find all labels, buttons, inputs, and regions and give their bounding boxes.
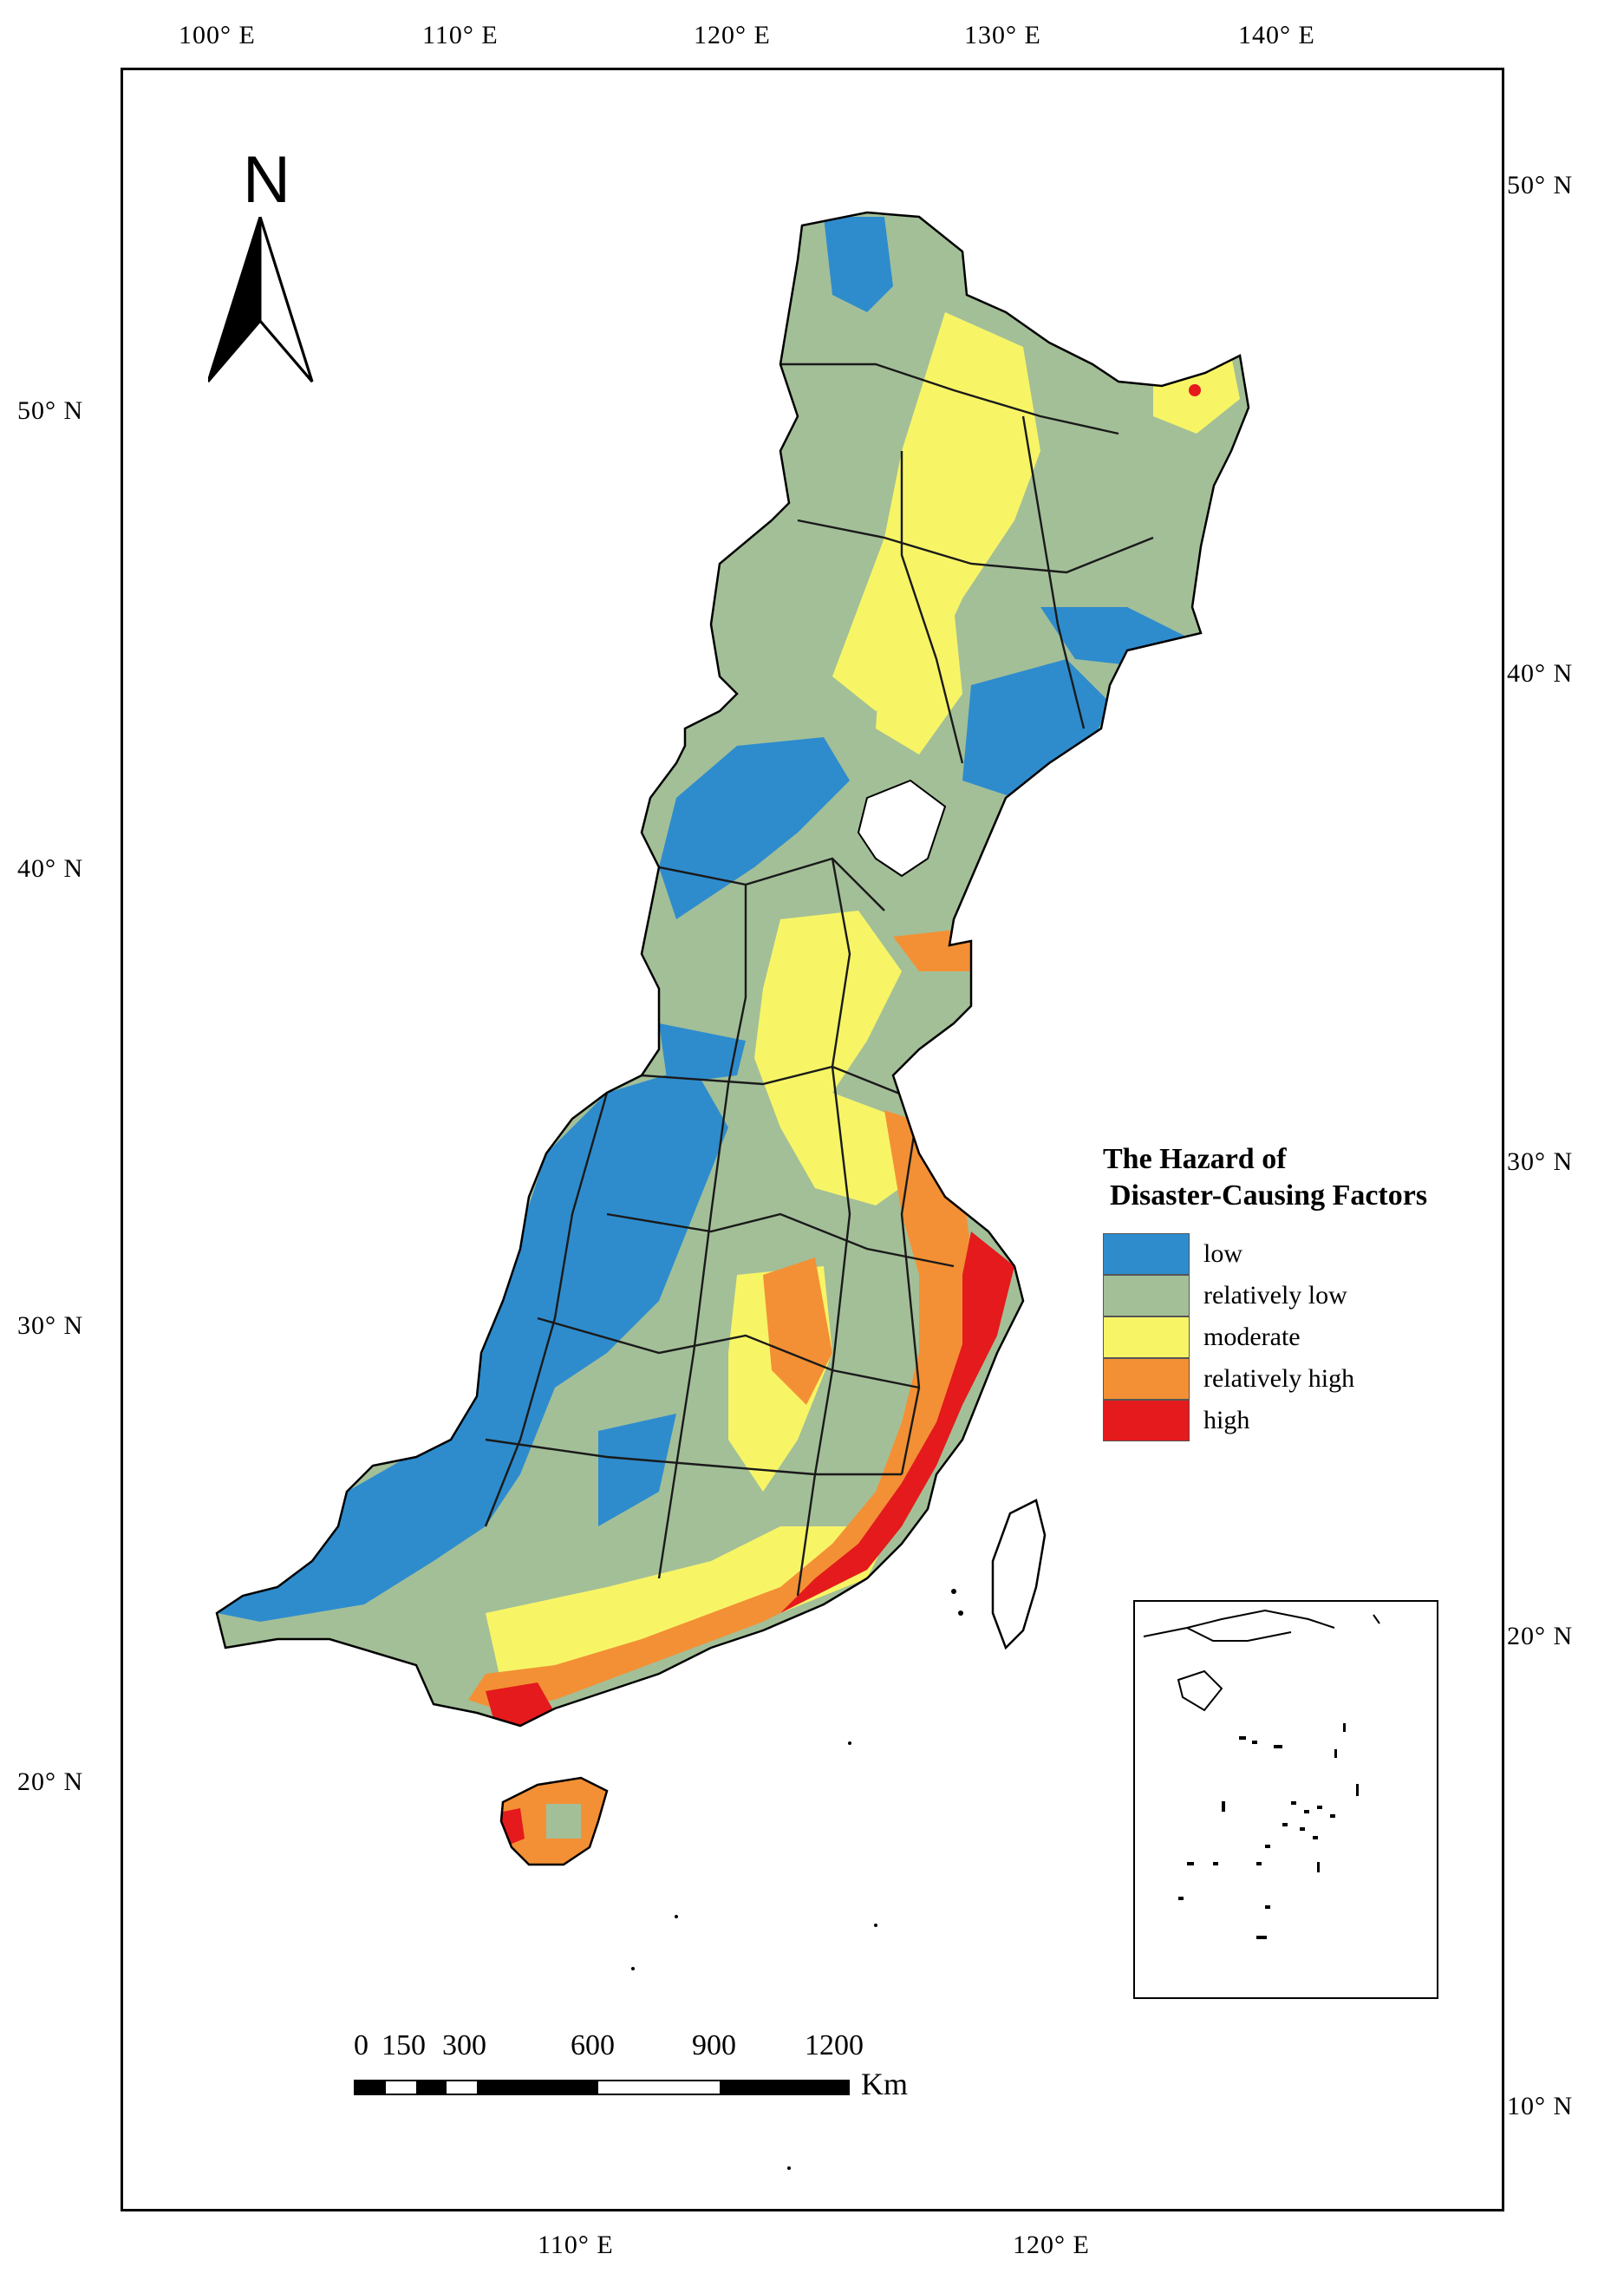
lon-label-bottom-110: 110° E xyxy=(538,2231,614,2259)
legend-swatch xyxy=(1103,1358,1190,1400)
legend-label: relatively high xyxy=(1203,1364,1355,1393)
legend-label: low xyxy=(1203,1239,1242,1268)
lat-label-left-20: 20° N xyxy=(17,1767,84,1796)
lat-label-right-40: 40° N xyxy=(1507,659,1574,688)
lat-label-right-20: 20° N xyxy=(1507,1622,1574,1650)
scale-bar: 0 150 300 600 900 1200 Km xyxy=(354,2029,961,2133)
scale-tick-label: 900 xyxy=(692,2029,736,2061)
legend-item-moderate: moderate xyxy=(1103,1316,1519,1358)
legend-label: relatively low xyxy=(1203,1281,1347,1310)
legend-swatch xyxy=(1103,1233,1190,1275)
lon-label-top-120: 120° E xyxy=(694,21,771,49)
scale-bar-graphic xyxy=(354,2080,850,2095)
lat-label-left-40: 40° N xyxy=(17,854,84,883)
lat-label-left-50: 50° N xyxy=(17,396,84,425)
legend-item-high: high xyxy=(1103,1400,1519,1441)
legend-items: low relatively low moderate relatively h… xyxy=(1103,1233,1519,1441)
lon-label-top-130: 130° E xyxy=(964,21,1041,49)
scale-tick-label: 1200 xyxy=(805,2029,864,2061)
legend-item-low: low xyxy=(1103,1233,1519,1275)
lat-label-right-50: 50° N xyxy=(1507,171,1574,199)
scale-tick-label: 150 xyxy=(382,2029,426,2061)
legend-item-relatively-high: relatively high xyxy=(1103,1358,1519,1400)
lon-label-bottom-120: 120° E xyxy=(1013,2231,1090,2259)
lat-label-right-10: 10° N xyxy=(1507,2092,1574,2120)
legend-title-line2: Disaster-Causing Factors xyxy=(1110,1179,1428,1212)
lon-label-top-110: 110° E xyxy=(422,21,499,49)
scale-tick-label: 0 xyxy=(354,2029,368,2061)
scale-unit: Km xyxy=(861,2067,908,2101)
legend-swatch xyxy=(1103,1316,1190,1358)
legend-item-relatively-low: relatively low xyxy=(1103,1275,1519,1316)
scale-tick-label: 600 xyxy=(571,2029,615,2061)
legend-title: The Hazard of Disaster-Causing Factors xyxy=(1103,1141,1519,1214)
map-frame xyxy=(121,68,1504,2211)
north-arrow-icon xyxy=(208,217,314,382)
scale-tick-label: 300 xyxy=(442,2029,486,2061)
north-arrow-label: N xyxy=(243,143,290,217)
legend-label: moderate xyxy=(1203,1323,1301,1351)
inset-map xyxy=(1143,1609,1380,1939)
legend-label: high xyxy=(1203,1406,1250,1434)
lat-label-left-30: 30° N xyxy=(17,1311,84,1340)
lon-label-top-100: 100° E xyxy=(179,21,256,49)
legend-swatch xyxy=(1103,1275,1190,1316)
lon-label-top-140: 140° E xyxy=(1238,21,1315,49)
legend: The Hazard of Disaster-Causing Factors l… xyxy=(1103,1141,1519,1441)
legend-swatch xyxy=(1103,1400,1190,1441)
lat-label-right-30: 30° N xyxy=(1507,1147,1574,1176)
legend-title-line1: The Hazard of xyxy=(1103,1143,1287,1175)
south-china-sea-inset xyxy=(1133,1600,1438,1999)
